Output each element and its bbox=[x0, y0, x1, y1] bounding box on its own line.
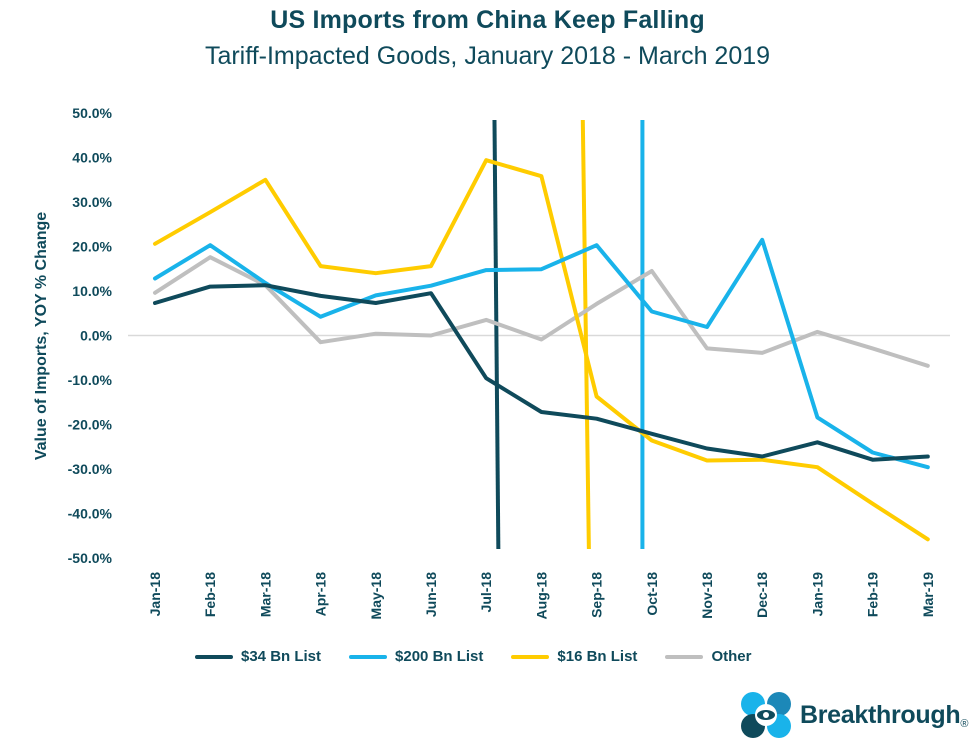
x-tick-label: Jan-19 bbox=[809, 572, 825, 617]
legend-item-other: Other bbox=[665, 648, 751, 665]
legend-item-200bn: $200 Bn List bbox=[349, 648, 483, 665]
y-tick-label: 50.0% bbox=[72, 105, 112, 121]
legend-item-16bn: $16 Bn List bbox=[511, 648, 637, 665]
tariff-marker-line bbox=[492, 119, 501, 550]
legend: $34 Bn List $200 Bn List $16 Bn List Oth… bbox=[195, 648, 779, 665]
x-tick-label: Oct-18 bbox=[644, 572, 660, 616]
y-tick-label: 0.0% bbox=[80, 328, 112, 344]
chart-subtitle: Tariff-Impacted Goods, January 2018 - Ma… bbox=[204, 42, 771, 70]
legend-swatch-other bbox=[665, 654, 704, 659]
legend-swatch-16bn bbox=[511, 654, 550, 659]
x-tick-label: Sep-18 bbox=[589, 572, 605, 618]
x-tick-label: Apr-18 bbox=[313, 572, 329, 617]
breakthrough-logo-text: Breakthrough bbox=[800, 700, 961, 729]
x-tick-label: Aug-18 bbox=[533, 572, 549, 620]
y-tick-label: -20.0% bbox=[68, 417, 113, 433]
x-tick-label: May-18 bbox=[368, 572, 384, 620]
legend-label-other: Other bbox=[711, 648, 752, 665]
legend-swatch-34bn bbox=[195, 654, 233, 659]
x-tick-label: Feb-19 bbox=[865, 572, 881, 617]
x-tick-label: Dec-18 bbox=[754, 572, 770, 618]
chart-title: US Imports from China Keep Falling bbox=[270, 6, 705, 34]
x-tick-label: Nov-18 bbox=[699, 572, 715, 619]
legend-label-34bn: $34 Bn List bbox=[241, 648, 322, 665]
y-tick-label: -40.0% bbox=[68, 506, 113, 522]
x-tick-label: Jul-18 bbox=[478, 572, 494, 613]
tariff-marker-line bbox=[580, 119, 591, 550]
series-line bbox=[153, 283, 930, 462]
y-axis-label: Value of Imports, YOY % Change bbox=[33, 212, 50, 460]
legend-item-34bn: $34 Bn List bbox=[195, 648, 321, 665]
x-tick-label: Mar-18 bbox=[257, 572, 273, 617]
y-tick-label: -10.0% bbox=[68, 372, 113, 388]
y-tick-label: -30.0% bbox=[68, 461, 113, 477]
y-tick-label: -50.0% bbox=[68, 550, 113, 566]
legend-label-200bn: $200 Bn List bbox=[395, 648, 484, 665]
y-tick-label: 20.0% bbox=[72, 239, 112, 255]
breakthrough-logo: Breakthrough ® bbox=[738, 690, 968, 740]
breakthrough-logo-mark-icon bbox=[741, 692, 791, 738]
series-line bbox=[153, 237, 930, 470]
x-tick-label: Jan-18 bbox=[147, 572, 163, 617]
series-line bbox=[153, 158, 930, 542]
x-tick-label: Jun-18 bbox=[423, 572, 439, 617]
y-tick-label: 40.0% bbox=[72, 150, 112, 166]
series-line bbox=[153, 255, 930, 368]
legend-swatch-200bn bbox=[349, 654, 388, 659]
y-tick-label: 10.0% bbox=[72, 283, 112, 299]
y-tick-label: 30.0% bbox=[72, 194, 112, 210]
legend-label-16bn: $16 Bn List bbox=[557, 648, 638, 665]
x-tick-label: Feb-18 bbox=[202, 572, 218, 617]
registered-mark: ® bbox=[960, 718, 969, 730]
x-tick-label: Mar-19 bbox=[920, 572, 936, 617]
